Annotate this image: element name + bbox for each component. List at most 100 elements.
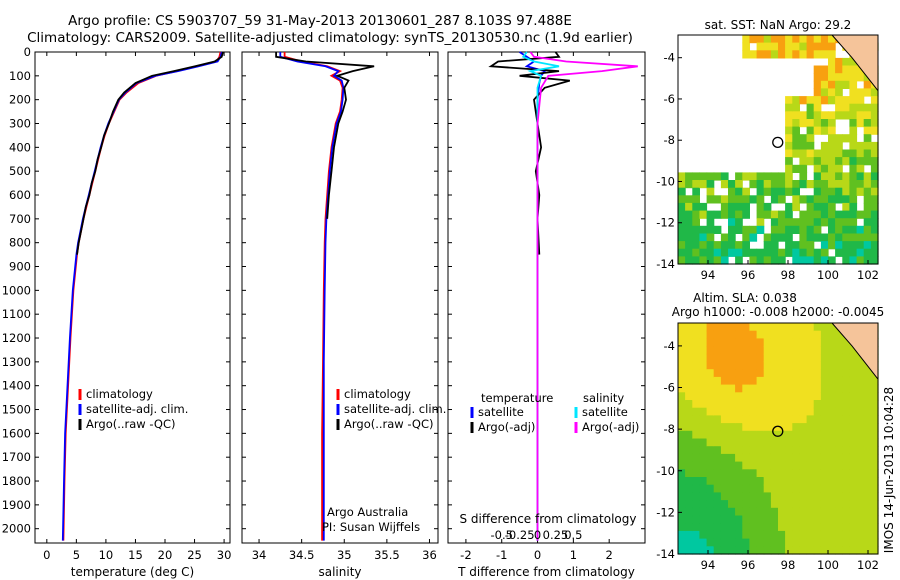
map-cell: [756, 195, 765, 204]
map-cell: [806, 523, 815, 532]
map-cell: [770, 492, 779, 501]
map-cell: [799, 330, 808, 339]
map-cell: [849, 96, 858, 105]
map-cell: [728, 202, 736, 212]
x2-tick-label: 0.25: [543, 528, 569, 542]
map-cell: [742, 369, 750, 378]
map-cell: [835, 407, 843, 416]
map-cell: [828, 218, 836, 227]
map-cell: [806, 376, 815, 386]
map-cell: [842, 338, 850, 347]
map-cell: [820, 50, 829, 59]
map-cell: [699, 538, 708, 547]
map-cell: [828, 384, 836, 393]
map-cell: [835, 530, 843, 540]
map-cell: [863, 423, 872, 432]
map-cell: [756, 376, 765, 386]
map-cell: [792, 430, 800, 440]
map-cell: [728, 195, 736, 204]
map-cell: [849, 187, 858, 196]
map-cell: [763, 500, 772, 509]
map-cell: [785, 149, 793, 158]
map-cell: [785, 119, 793, 128]
map-cell: [813, 195, 822, 204]
map-cell: [813, 157, 822, 166]
map-cell: [678, 248, 686, 257]
map-cell: [785, 202, 793, 212]
map-cell: [828, 157, 836, 166]
map-cell: [870, 248, 879, 257]
map-cell: [870, 400, 879, 409]
map-cell: [849, 507, 858, 517]
map-cell: [785, 361, 793, 370]
map-cell: [835, 180, 843, 189]
map-cell: [713, 241, 722, 250]
map-cell: [742, 384, 750, 393]
map-cell: [713, 538, 722, 547]
map-cell: [849, 164, 858, 173]
map-cell: [713, 407, 722, 416]
map-cell: [820, 477, 829, 486]
map-cell: [706, 233, 715, 242]
map-cell: [856, 111, 865, 120]
map-cell: [685, 248, 693, 257]
map-cell: [828, 57, 836, 67]
map-cell: [763, 202, 772, 212]
map-cell: [813, 477, 822, 486]
map-cell: [820, 195, 829, 204]
map-cell: [792, 134, 800, 143]
map-cell: [749, 361, 758, 370]
map-cell: [870, 225, 879, 234]
map-cell: [863, 430, 872, 440]
map-cell: [728, 392, 736, 401]
x-tick-label: 94: [701, 268, 716, 282]
map-cell: [792, 248, 800, 257]
map-cell: [806, 149, 815, 158]
map-cell: [856, 141, 865, 151]
map-cell: [756, 469, 765, 478]
map-cell: [835, 523, 843, 532]
map-cell: [756, 453, 765, 463]
map-cell: [870, 492, 879, 501]
map-cell: [870, 88, 879, 97]
map-cell: [778, 346, 786, 355]
map-cell: [770, 461, 779, 470]
map-cell: [813, 407, 822, 416]
map-cell: [706, 530, 715, 540]
map-cell: [820, 346, 829, 355]
map-cell: [842, 256, 850, 265]
map-cell: [742, 484, 750, 493]
map-cell: [820, 256, 829, 265]
map-cell: [820, 80, 829, 89]
map-cell: [842, 103, 850, 112]
map-cell: [792, 438, 800, 447]
map-cell: [828, 210, 836, 219]
map-cell: [678, 346, 686, 355]
y-tick-label: -12: [656, 216, 675, 230]
map-cell: [842, 415, 850, 424]
map-cell: [813, 256, 822, 265]
map-cell: [735, 256, 743, 265]
map-cell: [706, 453, 715, 463]
map-cell: [792, 111, 800, 120]
map-cell: [785, 233, 793, 242]
series-line: [279, 52, 345, 541]
map-cell: [785, 484, 793, 493]
map-cell: [842, 134, 850, 143]
map-cell: [806, 484, 815, 493]
map-cell: [828, 96, 836, 105]
x-tick-label: -1: [496, 548, 507, 562]
map-cell: [692, 484, 700, 493]
map-cell: [763, 248, 772, 257]
map-cell: [849, 119, 858, 128]
map-cell: [799, 172, 808, 181]
map-cell: [749, 323, 758, 332]
map-cell: [835, 477, 843, 486]
map-cell: [828, 323, 836, 332]
map-cell: [820, 530, 829, 540]
map-cell: [713, 353, 722, 363]
map-cell: [685, 346, 693, 355]
map-cell: [706, 507, 715, 517]
map-cell: [813, 210, 822, 219]
map-cell: [756, 523, 765, 532]
